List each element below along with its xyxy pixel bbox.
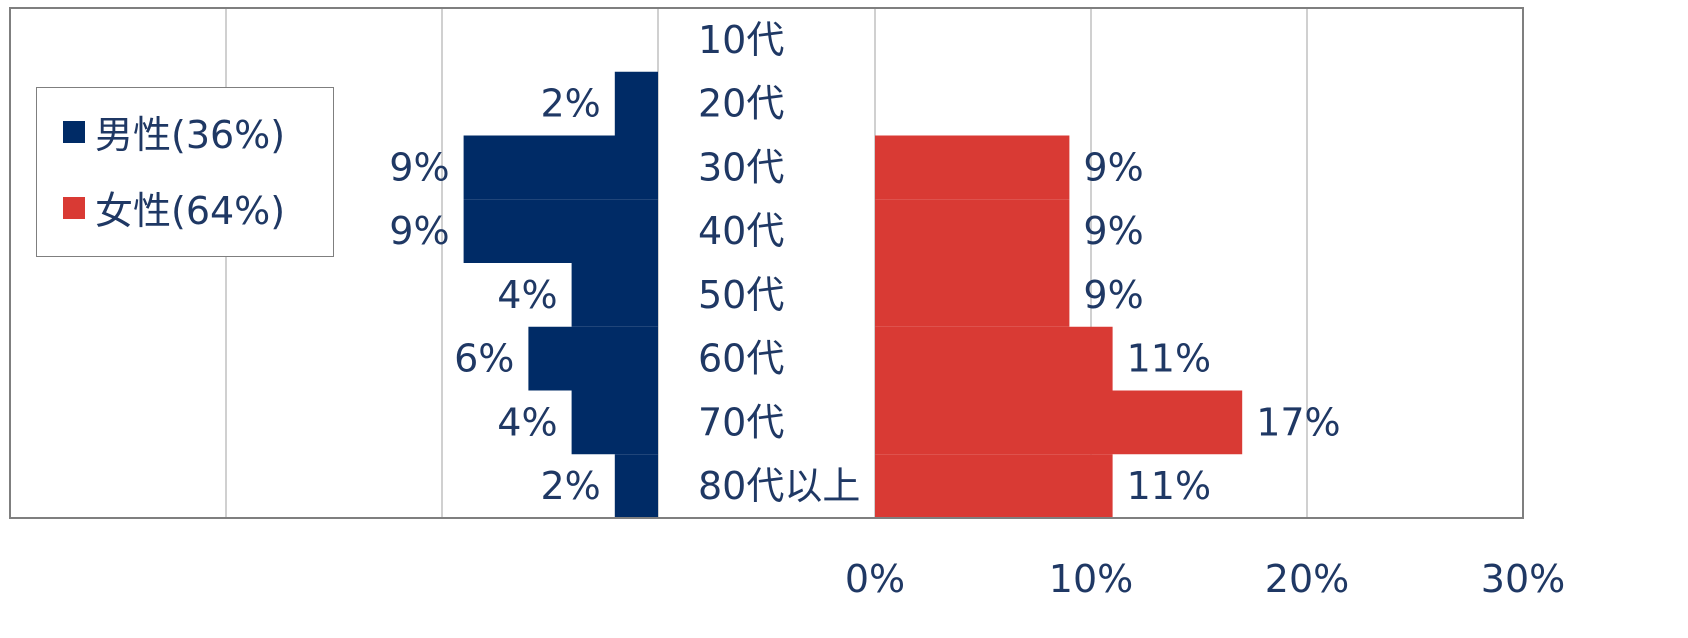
bar-male	[571, 390, 658, 455]
legend-item-female: 女性(64%)	[63, 180, 285, 235]
x-tick-label: 10%	[1049, 557, 1133, 601]
bar-male	[571, 263, 658, 327]
bar-female	[875, 326, 1113, 391]
category-labels: 10代 20代 30代 40代 50代 60代 70代 80代以上	[698, 18, 860, 508]
data-labels: 2% 9% 9% 9% 9% 4% 9% 6% 11% 4% 17% 2% 11%	[389, 82, 1340, 509]
data-label-female: 9%	[1083, 145, 1143, 189]
data-label-female: 11%	[1127, 337, 1211, 381]
legend-swatch-male	[63, 120, 85, 143]
female-bars	[875, 135, 1243, 518]
data-label-female: 11%	[1127, 464, 1211, 508]
bar-female	[875, 454, 1113, 518]
x-tick-label: 20%	[1265, 557, 1349, 601]
category-label: 60代	[698, 337, 784, 381]
data-label-female: 17%	[1256, 400, 1340, 444]
legend-swatch-female	[63, 196, 85, 219]
data-label-male: 9%	[389, 209, 449, 253]
legend-label-male: 男性(36%)	[95, 113, 286, 157]
male-bars	[463, 71, 658, 518]
data-label-male: 9%	[389, 145, 449, 189]
x-tick-label: 30%	[1481, 557, 1565, 601]
data-label-female: 9%	[1083, 209, 1143, 253]
bar-male	[528, 326, 658, 391]
data-label-male: 4%	[497, 273, 557, 317]
bar-female	[875, 390, 1243, 455]
data-label-male: 2%	[541, 464, 601, 508]
bar-female	[875, 199, 1070, 263]
data-label-female: 9%	[1083, 273, 1143, 317]
bar-male	[614, 454, 658, 518]
x-axis-tick-labels: 0% 10% 20% 30%	[845, 557, 1565, 601]
x-tick-label: 0%	[845, 557, 905, 601]
bar-male	[463, 199, 658, 263]
legend: 男性(36%) 女性(64%)	[36, 87, 334, 257]
category-label: 80代以上	[698, 464, 860, 508]
legend-item-male: 男性(36%)	[63, 104, 285, 159]
bar-female	[875, 263, 1070, 327]
bar-male	[463, 135, 658, 200]
legend-label-female: 女性(64%)	[95, 189, 286, 233]
data-label-male: 2%	[541, 82, 601, 126]
category-label: 50代	[698, 273, 784, 317]
plot-area-border	[9, 7, 1524, 519]
category-label: 10代	[698, 18, 784, 62]
bar-female	[875, 135, 1070, 200]
category-label: 30代	[698, 145, 784, 189]
data-label-male: 6%	[454, 337, 514, 381]
bar-male	[614, 71, 658, 136]
category-label: 40代	[698, 209, 784, 253]
category-label: 70代	[698, 400, 784, 444]
category-label: 20代	[698, 82, 784, 126]
data-label-male: 4%	[497, 400, 557, 444]
